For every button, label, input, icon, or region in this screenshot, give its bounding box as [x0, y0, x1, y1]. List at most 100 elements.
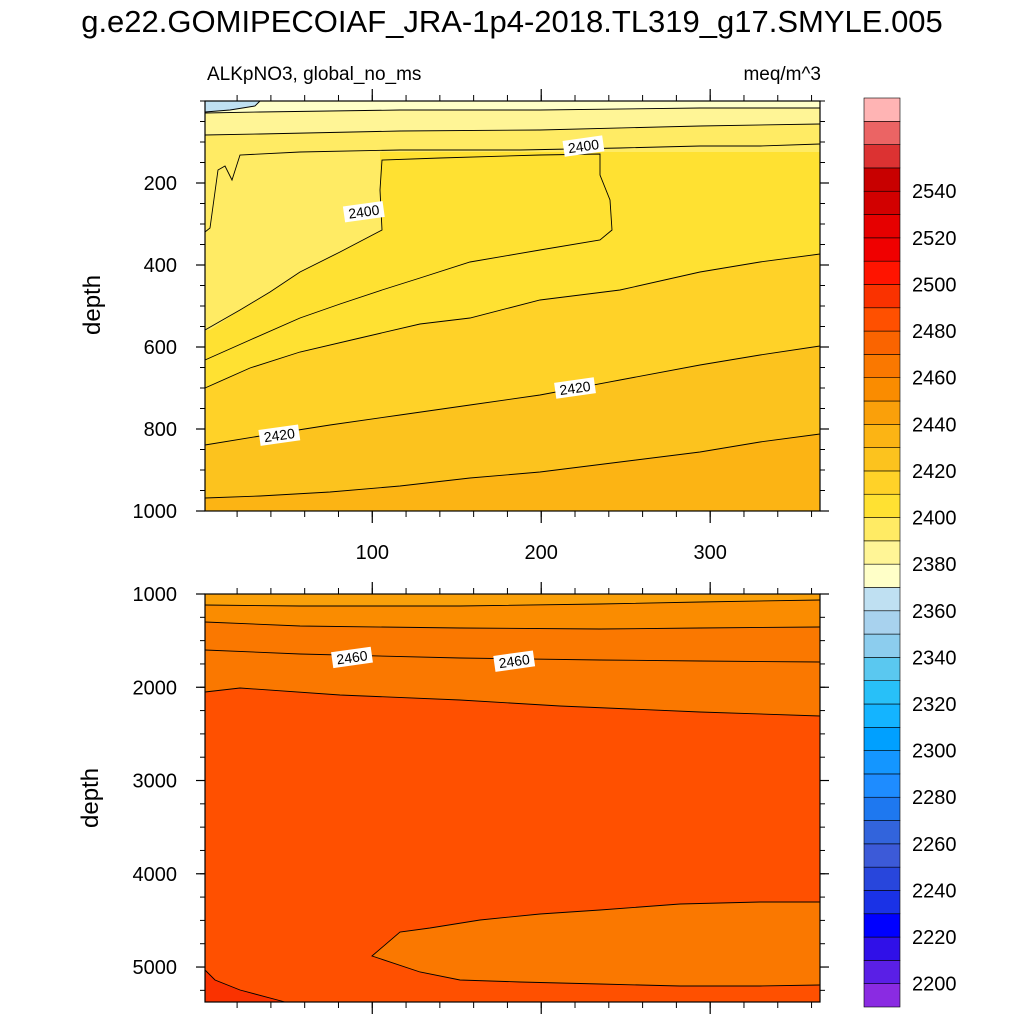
colorbar-swatch	[863, 284, 901, 309]
colorbar-swatch	[863, 97, 901, 122]
contour-label-box	[493, 650, 536, 672]
contour-label-box	[554, 377, 596, 399]
x-tick-label: 300	[693, 542, 726, 564]
figure-title: g.e22.GOMIPECOIAF_JRA-1p4-2018.TL319_g17…	[81, 4, 943, 39]
contour-line	[204, 687, 821, 717]
colorbar: 2200 2220 2240 2260 2280 2300 2320 2340 2360 2380…	[863, 97, 957, 1008]
band-2370	[205, 101, 820, 113]
colorbar-swatch	[863, 960, 901, 984]
contour-label-box	[331, 646, 373, 669]
y-tick-label: 2000	[133, 677, 178, 699]
contour-line	[204, 153, 613, 361]
colorbar-tick-label: 2380	[912, 554, 957, 576]
top-axes: 200 400 600 800 1000 100 200 300	[133, 89, 829, 564]
y-tick-label: 1000	[133, 584, 178, 606]
colorbar-tick-label: 2360	[912, 601, 957, 623]
colorbar-swatch	[863, 610, 901, 635]
colorbar-swatch	[863, 237, 901, 262]
colorbar-tick-label: 2420	[912, 461, 957, 483]
bottom-panel: 2460 2460 1000 2000 3000 4000 5000	[133, 582, 829, 1014]
colorbar-swatch	[863, 424, 901, 448]
colorbar-swatch	[863, 866, 901, 891]
band-2410	[205, 254, 820, 445]
bottom-axes: 1000 2000 3000 4000 5000	[133, 582, 829, 1014]
colorbar-swatch	[863, 913, 901, 938]
colorbar-swatch	[863, 680, 901, 705]
colorbar-swatch	[863, 563, 901, 588]
colorbar-tick-label: 2520	[912, 228, 957, 250]
colorbar-swatch	[863, 843, 901, 868]
y-tick-label: 200	[144, 173, 177, 195]
contour-line	[204, 253, 821, 389]
bottom-contour-labels: 2460 2460	[331, 646, 536, 672]
y-tick-label: 1000	[133, 501, 178, 523]
colorbar-tick-label: 2320	[912, 694, 957, 716]
colorbar-tick-label: 2500	[912, 274, 957, 296]
band-2400-center	[380, 160, 612, 278]
contour-label: 2420	[558, 378, 591, 398]
contour-line	[204, 143, 821, 233]
contour-label: 2460	[498, 651, 531, 671]
colorbar-swatch	[863, 144, 901, 169]
top-panel: 2400 2400 2420 2420 200 400 600 800 1000 100 200 3…	[133, 89, 829, 564]
colorbar-swatch	[863, 330, 901, 355]
contour-label-box	[258, 424, 301, 446]
contour-label-box	[342, 200, 385, 223]
bottom-panel-frame	[204, 593, 821, 1003]
colorbar-swatch	[863, 750, 901, 775]
variable-label: ALKpNO3, global_no_ms	[207, 64, 422, 85]
colorbar-swatch	[863, 633, 901, 658]
band-2420	[205, 346, 820, 498]
colorbar-swatch	[863, 214, 901, 239]
y-tick-label: 400	[144, 255, 177, 277]
y-tick-label: 600	[144, 337, 177, 359]
contour-line	[204, 123, 821, 136]
band-2380	[205, 104, 820, 135]
colorbar-tick-label: 2280	[912, 787, 957, 809]
colorbar-tick-label: 2540	[912, 181, 957, 203]
colorbar-tick-label: 2300	[912, 741, 957, 763]
colorbar-swatch	[863, 447, 901, 472]
colorbar-tick-label: 2480	[912, 321, 957, 343]
colorbar-swatch	[863, 540, 901, 565]
units-label: meq/m^3	[743, 64, 821, 85]
contour-line	[204, 100, 261, 113]
contour-label-box	[562, 135, 605, 157]
contour-label: 2420	[263, 425, 296, 445]
x-tick-label: 200	[525, 542, 558, 564]
colorbar-swatch	[863, 773, 901, 798]
colorbar-tick-label: 2460	[912, 368, 957, 390]
colorbar-tick-label: 2440	[912, 414, 957, 436]
colorbar-swatch	[863, 400, 901, 425]
band-2430	[205, 434, 820, 511]
colorbar-tick-label: 2340	[912, 647, 957, 669]
colorbar-tick-label: 2200	[912, 974, 957, 996]
colorbar-swatch	[863, 936, 901, 961]
colorbar-swatch	[863, 121, 901, 145]
band-2440	[205, 594, 820, 606]
contour-label: 2400	[567, 136, 600, 156]
contour-line	[204, 433, 821, 499]
band-2470-deep	[372, 902, 820, 986]
colorbar-tick-label: 2260	[912, 834, 957, 856]
y-tick-label: 5000	[133, 957, 178, 979]
colorbar-swatch	[863, 657, 901, 681]
colorbar-tick-label: 2220	[912, 927, 957, 949]
colorbar-swatch	[863, 727, 901, 751]
y-tick-label: 800	[144, 419, 177, 441]
band-2390-west	[205, 150, 382, 330]
contour-line	[204, 599, 821, 607]
colorbar-swatch	[863, 983, 901, 1008]
colorbar-swatch	[863, 190, 901, 215]
contour-line	[204, 621, 821, 630]
colorbar-swatch	[863, 517, 901, 542]
colorbar-swatch	[863, 377, 901, 402]
colorbar-swatch	[863, 260, 901, 285]
colorbar-tick-label: 2400	[912, 508, 957, 530]
x-tick-label: 100	[356, 542, 389, 564]
colorbar-swatch	[863, 820, 901, 845]
colorbar-swatch	[863, 493, 901, 518]
contour-label: 2460	[335, 647, 368, 667]
colorbar-swatch	[863, 587, 901, 612]
